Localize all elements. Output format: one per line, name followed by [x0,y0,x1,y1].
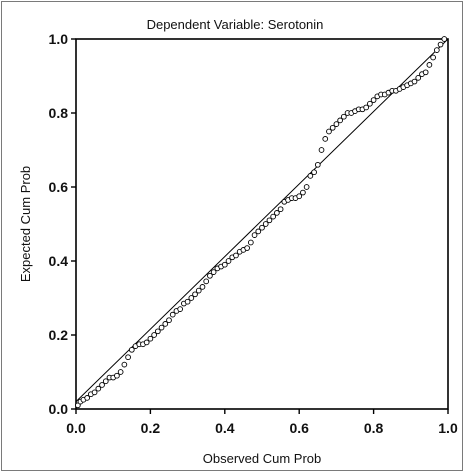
reference-line [75,38,449,402]
data-point [195,287,202,294]
data-point [337,117,343,124]
data-point [311,169,317,176]
data-point [95,385,102,392]
x-tick-label: 0.0 [66,420,86,436]
plot-area [75,38,449,410]
data-point [277,206,284,213]
y-tick-label: 0.6 [49,179,69,195]
data-point [411,78,418,85]
data-point [441,36,448,42]
data-points [75,36,448,409]
data-point [259,224,265,231]
data-point [199,284,206,290]
data-point [303,184,310,190]
data-point [274,210,280,216]
y-tick-label: 0.4 [49,253,69,269]
data-point [314,161,321,168]
y-tick-label: 1.0 [49,31,69,47]
data-point [177,306,184,312]
data-point [188,295,195,301]
x-tick-label: 0.8 [364,420,384,436]
data-point [367,100,373,107]
data-point [333,121,340,127]
data-point [307,173,314,179]
data-point [322,136,329,142]
data-point [426,62,433,68]
data-point [207,272,213,279]
data-point [340,113,347,120]
data-point [154,328,161,335]
data-point [326,128,332,135]
data-point [370,97,377,103]
data-point [296,193,303,200]
data-point [125,354,131,361]
y-tick-label: 0.0 [49,401,69,417]
data-point [99,382,105,388]
data-point [121,361,128,368]
data-point [318,147,325,153]
x-tick-label: 1.0 [438,420,458,436]
data-point [151,332,157,338]
data-point [102,378,109,385]
data-point [300,189,306,196]
data-point [433,47,440,53]
data-point [225,258,232,264]
data-point [169,311,176,318]
data-point [147,335,154,342]
data-point [363,104,370,111]
data-point [244,245,250,251]
data-point [233,252,239,259]
y-tick-label: 0.8 [49,105,69,121]
data-point [437,41,444,48]
y-tick-label: 0.2 [49,327,69,343]
data-point [266,217,273,224]
data-point [184,298,191,305]
data-point [117,369,124,375]
x-axis-label: Observed Cum Prob [203,451,322,466]
data-point [430,54,436,61]
data-point [91,389,98,396]
x-tick-label: 0.6 [289,420,309,436]
x-tick-label: 0.2 [141,420,161,436]
data-point [203,278,210,285]
data-point [75,402,81,409]
data-point [270,213,277,220]
data-point [84,395,91,401]
reference-line-group [75,38,449,402]
data-point [262,221,269,227]
data-point [329,124,336,131]
data-point [247,239,254,246]
x-tick-label: 0.4 [215,420,235,436]
data-point [192,291,198,298]
data-point [143,339,150,346]
data-point [128,346,135,353]
y-axis-label: Expected Cum Prob [18,166,33,282]
chart-title: Dependent Variable: Serotonin [147,17,324,32]
data-point [251,232,258,238]
data-point [162,321,169,327]
data-point [422,69,429,76]
data-point [158,324,165,331]
data-point [221,261,228,268]
data-point [415,74,422,81]
data-point [255,228,262,235]
data-point [210,269,217,275]
data-point [166,317,172,324]
axis-ticks: 0.0 0.2 0.4 0.6 0.8 1.0 0.0 0.2 0.4 0.6 0.8 1.0 [49,31,458,436]
data-point [114,372,120,379]
